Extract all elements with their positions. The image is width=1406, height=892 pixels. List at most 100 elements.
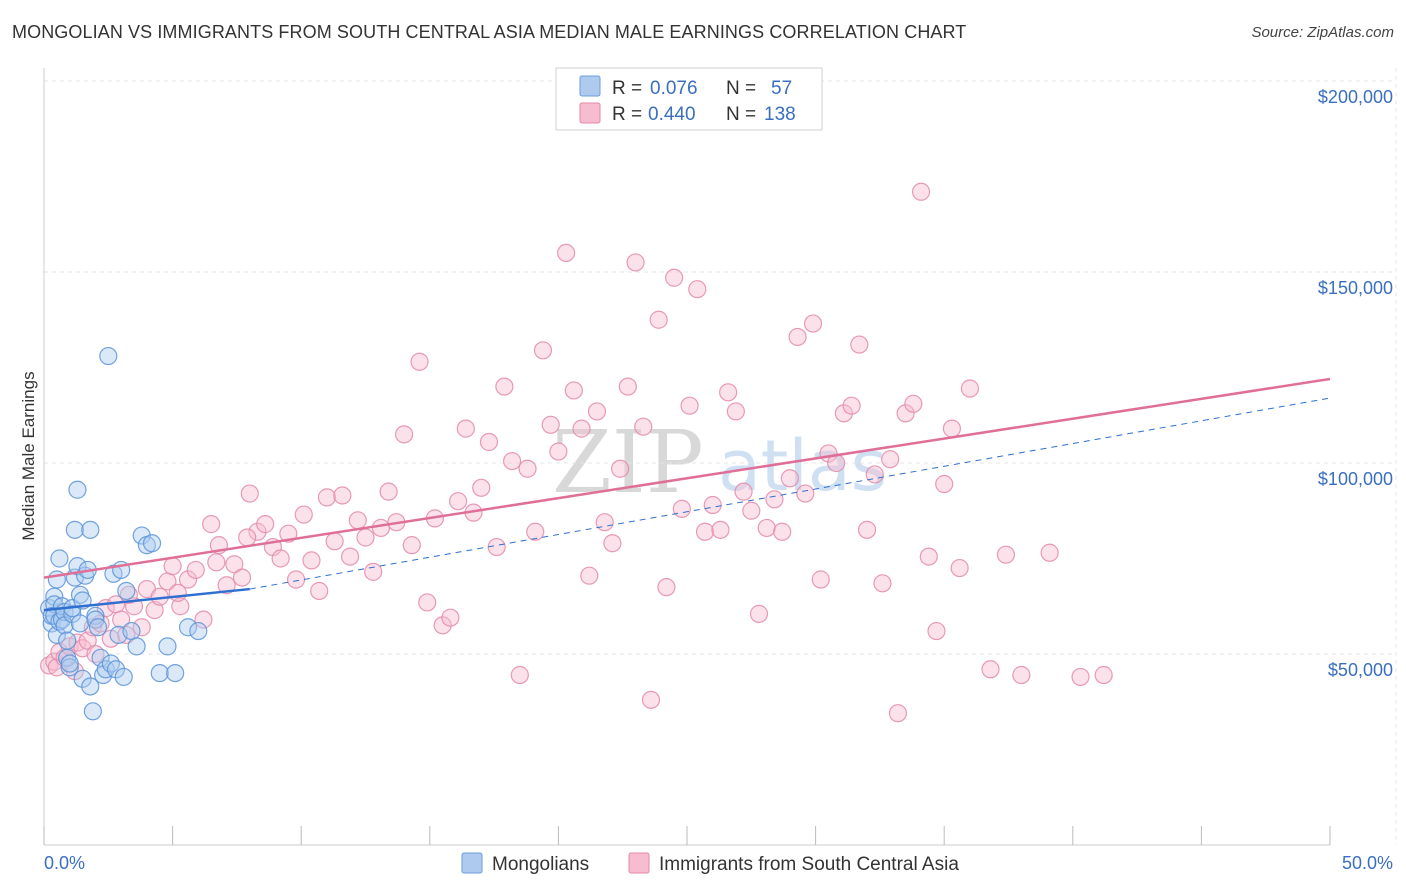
immigrants-point-41 [294,505,313,524]
mongolians-point-51 [142,534,162,553]
immigrants-point-47 [340,547,360,566]
mongolians-point-40 [101,654,120,673]
immigrants-point-131 [1040,543,1059,562]
immigrants-point-102 [765,490,784,509]
immigrants-point-135 [207,553,226,572]
immigrants-point-43 [310,581,329,601]
stats-legend: R = 0.076 N = 57 R = 0.440 N = 138 [555,67,823,131]
immigrants-point-97 [726,402,745,421]
immigrants-point-89 [665,268,684,287]
immigrants-point-46 [333,486,352,505]
immigrants-point-125 [942,419,962,438]
immigrants-point-74 [549,442,568,461]
immigrants-point-48 [348,511,367,530]
mongolians-point-42 [106,660,126,679]
immigrants-point-49 [356,528,375,547]
mongolians-point-27 [73,669,92,688]
y-axis-label: Median Male Earnings [19,371,38,540]
mongolians-point-22 [68,480,87,499]
bottom-legend-swatch-immigrants [628,852,650,874]
immigrants-point-104 [780,469,799,488]
immigrants-point-95 [711,520,730,539]
immigrants-point-27 [186,560,205,580]
mongolians-point-32 [83,702,102,721]
immigrants-point-38 [271,549,290,568]
immigrants-point-107 [803,314,823,333]
immigrants-point-127 [960,379,980,398]
mongolians-point-35 [88,618,108,637]
immigrants-point-115 [865,465,884,484]
mongolians-point-16 [60,658,79,677]
immigrants-point-120 [904,394,923,413]
immigrants-point-45 [325,532,344,551]
immigrants-point-108 [811,570,830,589]
trend-lines [43,377,1331,612]
immigrants-trend-line [43,377,1331,579]
y-tick-label-50000: $50,000 [1328,660,1393,680]
immigrants-point-57 [418,593,437,612]
immigrants-point-52 [379,482,398,501]
immigrants-point-121 [911,182,931,201]
bottom-legend-label-immigrants: Immigrants from South Central Asia [659,854,959,875]
immigrants-point-82 [611,459,630,478]
y-tick-label-200000: $200,000 [1318,87,1393,107]
immigrants-point-54 [394,425,414,444]
immigrants-point-123 [927,621,946,641]
mongolians-point-30 [81,520,100,539]
immigrants-point-34 [240,484,259,503]
immigrants-point-29 [202,515,221,534]
legend-n-label-mongolians: N = [726,78,756,99]
immigrants-point-113 [850,335,869,354]
immigrants-point-21 [145,600,164,620]
mongolians-point-33 [86,606,105,625]
mongolians-point-31 [81,677,100,696]
immigrants-point-69 [510,665,529,685]
mongolians-point-25 [70,614,90,633]
immigrants-point-84 [626,253,645,272]
mongolians-point-54 [166,663,185,683]
mongolians-point-46 [117,581,136,601]
immigrants-point-71 [526,522,545,541]
immigrants-point-86 [641,690,661,709]
mongolians-point-48 [127,637,146,656]
chart-title: MONGOLIAN VS IMMIGRANTS FROM SOUTH CENTR… [12,22,967,42]
immigrants-point-9 [78,631,97,650]
mongolians-point-47 [122,621,141,641]
immigrants-point-31 [217,576,236,595]
mongolians-point-17 [60,654,79,673]
bottom-legend-swatch-mongolians [461,852,483,874]
y-tick-labels: $50,000 $100,000 $150,000 $200,000 [1318,87,1393,680]
immigrants-point-101 [757,518,776,538]
mongolians-point-45 [114,667,133,687]
legend-r-label-mongolians: R = [612,78,642,99]
immigrants-point-32 [225,555,244,574]
immigrants-point-55 [402,536,421,555]
immigrants-point-73 [541,415,560,434]
mongolians-point-21 [65,520,84,539]
immigrants-point-68 [503,451,522,471]
immigrants-point-24 [163,557,182,576]
mongolians-point-38 [96,660,115,679]
immigrants-point-64 [472,478,491,497]
mongolians-point-53 [158,637,177,656]
immigrants-point-111 [834,404,853,423]
immigrants-point-103 [773,522,792,541]
immigrants-point-61 [448,492,468,511]
mongolians-point-8 [50,549,69,568]
immigrants-point-40 [286,570,306,589]
legend-r-value-immigrants: 0.440 [648,104,696,125]
legend-swatch-mongolians [579,75,601,97]
immigrants-point-33 [232,568,252,587]
immigrants-point-76 [564,381,583,400]
immigrants-point-92 [688,280,707,299]
immigrants-point-67 [495,377,514,396]
x-tick-label-min: 0.0% [44,853,85,873]
y-tick-label-150000: $150,000 [1318,278,1393,298]
mongolians-point-18 [63,604,82,623]
immigrants-point-35 [248,522,267,541]
immigrants-point-93 [695,522,715,541]
immigrants-point-36 [256,515,275,534]
mongolians-point-15 [58,631,77,650]
immigrants-point-80 [595,513,614,532]
immigrants-point-117 [881,450,900,469]
